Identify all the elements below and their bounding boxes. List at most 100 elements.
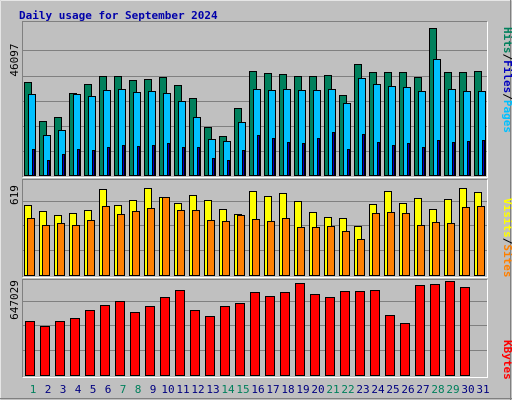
day-label: 1 [30, 383, 37, 396]
sites-bar [402, 213, 410, 276]
series-label-files: Files [501, 60, 512, 93]
sites-bar [177, 210, 185, 276]
bars-layer [24, 28, 486, 376]
kbytes-bar [355, 291, 365, 376]
sites-bar [162, 197, 170, 276]
pages-bar [152, 145, 155, 176]
pages-bar [317, 138, 320, 176]
sites-bar [387, 212, 395, 276]
pages-bar [197, 147, 200, 176]
sites-bar [432, 222, 440, 276]
kbytes-max-label: 647029 [8, 280, 21, 320]
sites-bar [192, 210, 200, 276]
day-label: 3 [60, 383, 67, 396]
day-label: 16 [251, 383, 264, 396]
kbytes-bar [40, 326, 50, 376]
sites-bar [372, 213, 380, 276]
kbytes-bar [205, 316, 215, 376]
series-label-slash: / [501, 238, 512, 245]
pages-bar [167, 143, 170, 176]
kbytes-bar [295, 283, 305, 376]
sites-bar [57, 223, 65, 276]
day-label: 15 [236, 383, 249, 396]
pages-bar [212, 158, 215, 176]
pages-bar [137, 146, 140, 176]
kbytes-bar [220, 306, 230, 376]
kbytes-bar [400, 323, 410, 376]
kbytes-bar [310, 294, 320, 376]
x-axis-labels: 1 2 3 4 5 6 7 8 9 10 11 12 13 14 15 16 17 18 19 20 21 22 23 24 2… [30, 383, 490, 396]
pages-bar [272, 138, 275, 176]
kbytes-bar [160, 297, 170, 376]
sites-bar [297, 227, 305, 276]
day-label: 18 [281, 383, 294, 396]
kbytes-bar [145, 306, 155, 376]
kbytes-bar [115, 301, 125, 376]
pages-bar [107, 147, 110, 176]
sites-bar [132, 211, 140, 276]
day-label: 14 [221, 383, 235, 396]
pages-bar [302, 143, 305, 176]
day-label: 5 [90, 383, 97, 396]
sites-bar [222, 221, 230, 276]
max-labels: 46097 619 647029 [8, 43, 21, 319]
day-label: 17 [266, 383, 279, 396]
kbytes-bar [265, 296, 275, 376]
sites-bar [147, 208, 155, 276]
day-label: 25 [386, 383, 399, 396]
day-label: 26 [401, 383, 414, 396]
kbytes-bar [70, 318, 80, 376]
chart-title: Daily usage for September 2024 [19, 9, 218, 22]
kbytes-bar [445, 281, 455, 376]
sites-bar [267, 221, 275, 276]
day-label: 2 [45, 383, 52, 396]
hits_files_pages-max-label: 46097 [8, 43, 21, 76]
series-label-slash: / [501, 54, 512, 61]
day-label: 21 [326, 383, 339, 396]
series-label-sites: Sites [501, 244, 512, 277]
pages-bar [437, 140, 440, 176]
day-label: 11 [176, 383, 189, 396]
pages-bar [467, 141, 470, 176]
kbytes-bar [25, 321, 35, 376]
day-label: 27 [416, 383, 429, 396]
sites-bar [462, 207, 470, 276]
kbytes-series-labels: KBytes [501, 340, 512, 380]
pages-bar [227, 160, 230, 176]
kbytes-bar [370, 290, 380, 376]
sites-bar [102, 206, 110, 276]
series-label-hits: Hits [501, 27, 512, 54]
kbytes-bar [325, 297, 335, 376]
pages-bar [362, 134, 365, 176]
sites-bar [252, 219, 260, 276]
series-label-kbytes: KBytes [501, 340, 512, 380]
sites-bar [27, 218, 35, 276]
day-label: 22 [341, 383, 354, 396]
kbytes-bar [190, 310, 200, 376]
pages-bar [422, 147, 425, 176]
sites-bar [312, 227, 320, 276]
kbytes-bar [235, 303, 245, 376]
pages-bar [332, 132, 335, 176]
day-label: 13 [206, 383, 219, 396]
pages-bar [47, 160, 50, 176]
pages-bar [377, 142, 380, 176]
kbytes-bar [100, 305, 110, 376]
sites-bar [207, 220, 215, 276]
sites-bar [87, 220, 95, 276]
day-label: 12 [191, 383, 204, 396]
pages-bar [122, 145, 125, 176]
sites-bar [477, 206, 485, 276]
sites-bar [117, 214, 125, 276]
pages-bar [242, 150, 245, 176]
pages-bar [32, 149, 35, 176]
day-label: 29 [446, 383, 459, 396]
pages-bar [407, 143, 410, 176]
pages-bar [182, 147, 185, 176]
series-label-visits: Visits [501, 198, 512, 238]
visits_sites-max-label: 619 [8, 185, 21, 205]
sites-bar [342, 231, 350, 276]
kbytes-bar [280, 292, 290, 376]
